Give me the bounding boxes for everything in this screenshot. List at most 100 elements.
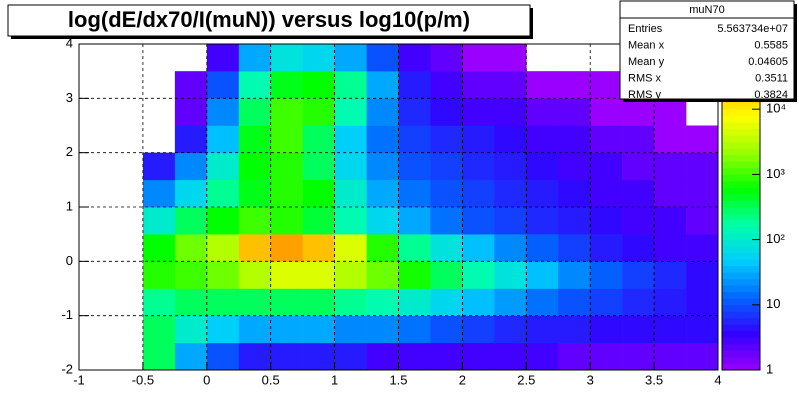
cell (590, 179, 623, 208)
cell (558, 342, 591, 371)
cell (526, 125, 559, 153)
z-tick-label: 1 (766, 361, 773, 376)
stats-label: RMS y (628, 89, 662, 101)
stats-panel (619, 0, 795, 100)
cell (590, 288, 623, 316)
x-tick-label: 3.5 (645, 372, 663, 387)
cell (334, 98, 367, 126)
cell (302, 207, 335, 235)
palette-step (722, 174, 760, 182)
z-tick-label: 10² (766, 231, 785, 246)
cell (238, 71, 271, 99)
stats-box: muN70 Entries 5.563734e+07 Mean x 0.5585 Mea… (619, 0, 797, 102)
title-box (7, 4, 531, 37)
cell (334, 234, 367, 262)
cell (206, 44, 240, 72)
palette-step (722, 239, 760, 247)
palette-step (722, 128, 760, 136)
cell (398, 125, 431, 153)
cell (654, 98, 687, 126)
cell (302, 234, 335, 262)
palette-step (722, 265, 760, 273)
cell (270, 152, 303, 181)
cell (590, 152, 623, 181)
cell (430, 152, 463, 181)
palette-step (722, 122, 760, 130)
palette-step (722, 343, 760, 351)
cell (206, 342, 240, 371)
x-tick-label: 4 (714, 372, 721, 387)
cell (622, 342, 655, 371)
cell (142, 207, 176, 235)
cell (654, 152, 687, 181)
cell (142, 179, 176, 208)
cell (654, 234, 687, 262)
cell (494, 261, 527, 289)
palette-step (722, 278, 760, 286)
cell (590, 234, 623, 262)
cell (174, 125, 208, 153)
palette-step (722, 226, 760, 234)
cell (238, 179, 271, 208)
stats-value: 0.3511 (755, 72, 788, 84)
cell (302, 315, 335, 344)
cell (366, 125, 399, 153)
cell (430, 71, 463, 99)
cell (238, 315, 271, 344)
cell (526, 98, 559, 126)
cell (174, 207, 208, 235)
palette-step (722, 154, 760, 162)
cell (526, 342, 559, 371)
cell (206, 288, 240, 316)
cell (590, 342, 623, 371)
x-tick-label: -0.5 (132, 372, 154, 387)
cell (526, 207, 559, 235)
cell (334, 288, 367, 316)
cell (302, 125, 335, 153)
cell (334, 152, 367, 181)
cell (206, 179, 240, 208)
cell (174, 179, 208, 208)
cell (142, 152, 176, 181)
cell (366, 44, 399, 72)
cell (526, 179, 559, 208)
palette-step (722, 298, 760, 306)
cell (462, 179, 495, 208)
x-tick-label: 0.5 (262, 372, 280, 387)
cell (174, 234, 208, 262)
cell (270, 44, 303, 72)
cell (686, 125, 719, 153)
stats-value: 0.3824 (754, 89, 788, 101)
cell (238, 234, 271, 262)
cell (590, 315, 623, 344)
palette-step (722, 291, 760, 299)
stats-label: Entries (628, 23, 663, 35)
cell (558, 288, 591, 316)
cell (142, 261, 176, 289)
cell (462, 98, 495, 126)
cell (174, 152, 208, 181)
cell (270, 342, 303, 371)
cell (526, 71, 559, 99)
palette-step (722, 213, 760, 221)
cell (430, 179, 463, 208)
cell (462, 342, 495, 371)
cell (366, 179, 399, 208)
cell (238, 152, 271, 181)
cell (430, 44, 463, 72)
cell (142, 342, 176, 371)
stats-value: 5.563734e+07 (717, 23, 788, 35)
cell (430, 342, 463, 371)
cell (462, 234, 495, 262)
cell (686, 152, 719, 181)
x-tick-label: 2.5 (517, 372, 535, 387)
cell (558, 315, 591, 344)
cell (302, 179, 335, 208)
cell (526, 261, 559, 289)
z-tick-label: 10³ (766, 166, 785, 181)
cell (462, 125, 495, 153)
palette-step (722, 109, 760, 117)
palette-step (722, 220, 760, 227)
